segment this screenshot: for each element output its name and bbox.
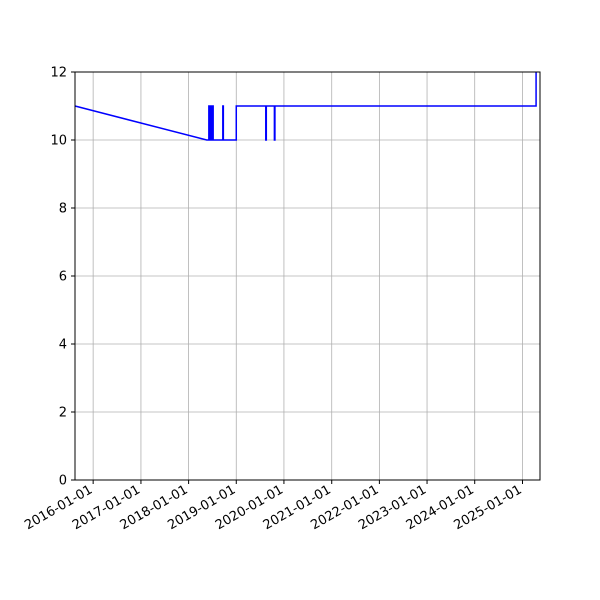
series-line: [74, 72, 537, 141]
x-axis: 2016-01-012017-01-012018-01-012019-01-01…: [22, 480, 525, 533]
y-tick-label: 0: [59, 474, 67, 489]
y-tick-label: 4: [59, 338, 67, 353]
y-tick-label: 10: [50, 134, 67, 149]
y-tick-label: 6: [59, 270, 67, 285]
y-axis: 0 2 4 6 8 10 12: [50, 66, 75, 489]
plot-area: [74, 72, 537, 141]
y-tick-label: 8: [59, 202, 67, 217]
y-tick-label: 2: [59, 406, 67, 421]
grid-lines: [75, 71, 540, 481]
y-tick-label: 12: [50, 66, 67, 81]
